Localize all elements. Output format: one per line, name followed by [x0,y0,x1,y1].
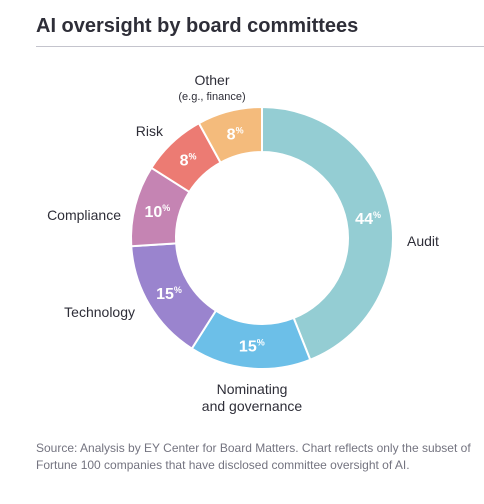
slice-other [197,105,263,164]
category-label-nominating: Nominating [217,381,288,397]
source-footnote: Source: Analysis by EY Center for Board … [36,441,471,472]
chart-title: AI oversight by board committees [36,15,359,37]
category-sublabel-nominating: and governance [202,398,303,414]
category-label-risk: Risk [136,123,164,139]
title-divider [36,46,484,47]
donut-slices [130,105,394,370]
category-label-audit: Audit [407,233,439,249]
category-label-other: Other [194,72,229,88]
slice-audit [261,105,394,362]
category-sublabel-other: (e.g., finance) [178,91,245,103]
category-label-compliance: Compliance [47,207,121,223]
category-label-technology: Technology [64,304,135,320]
